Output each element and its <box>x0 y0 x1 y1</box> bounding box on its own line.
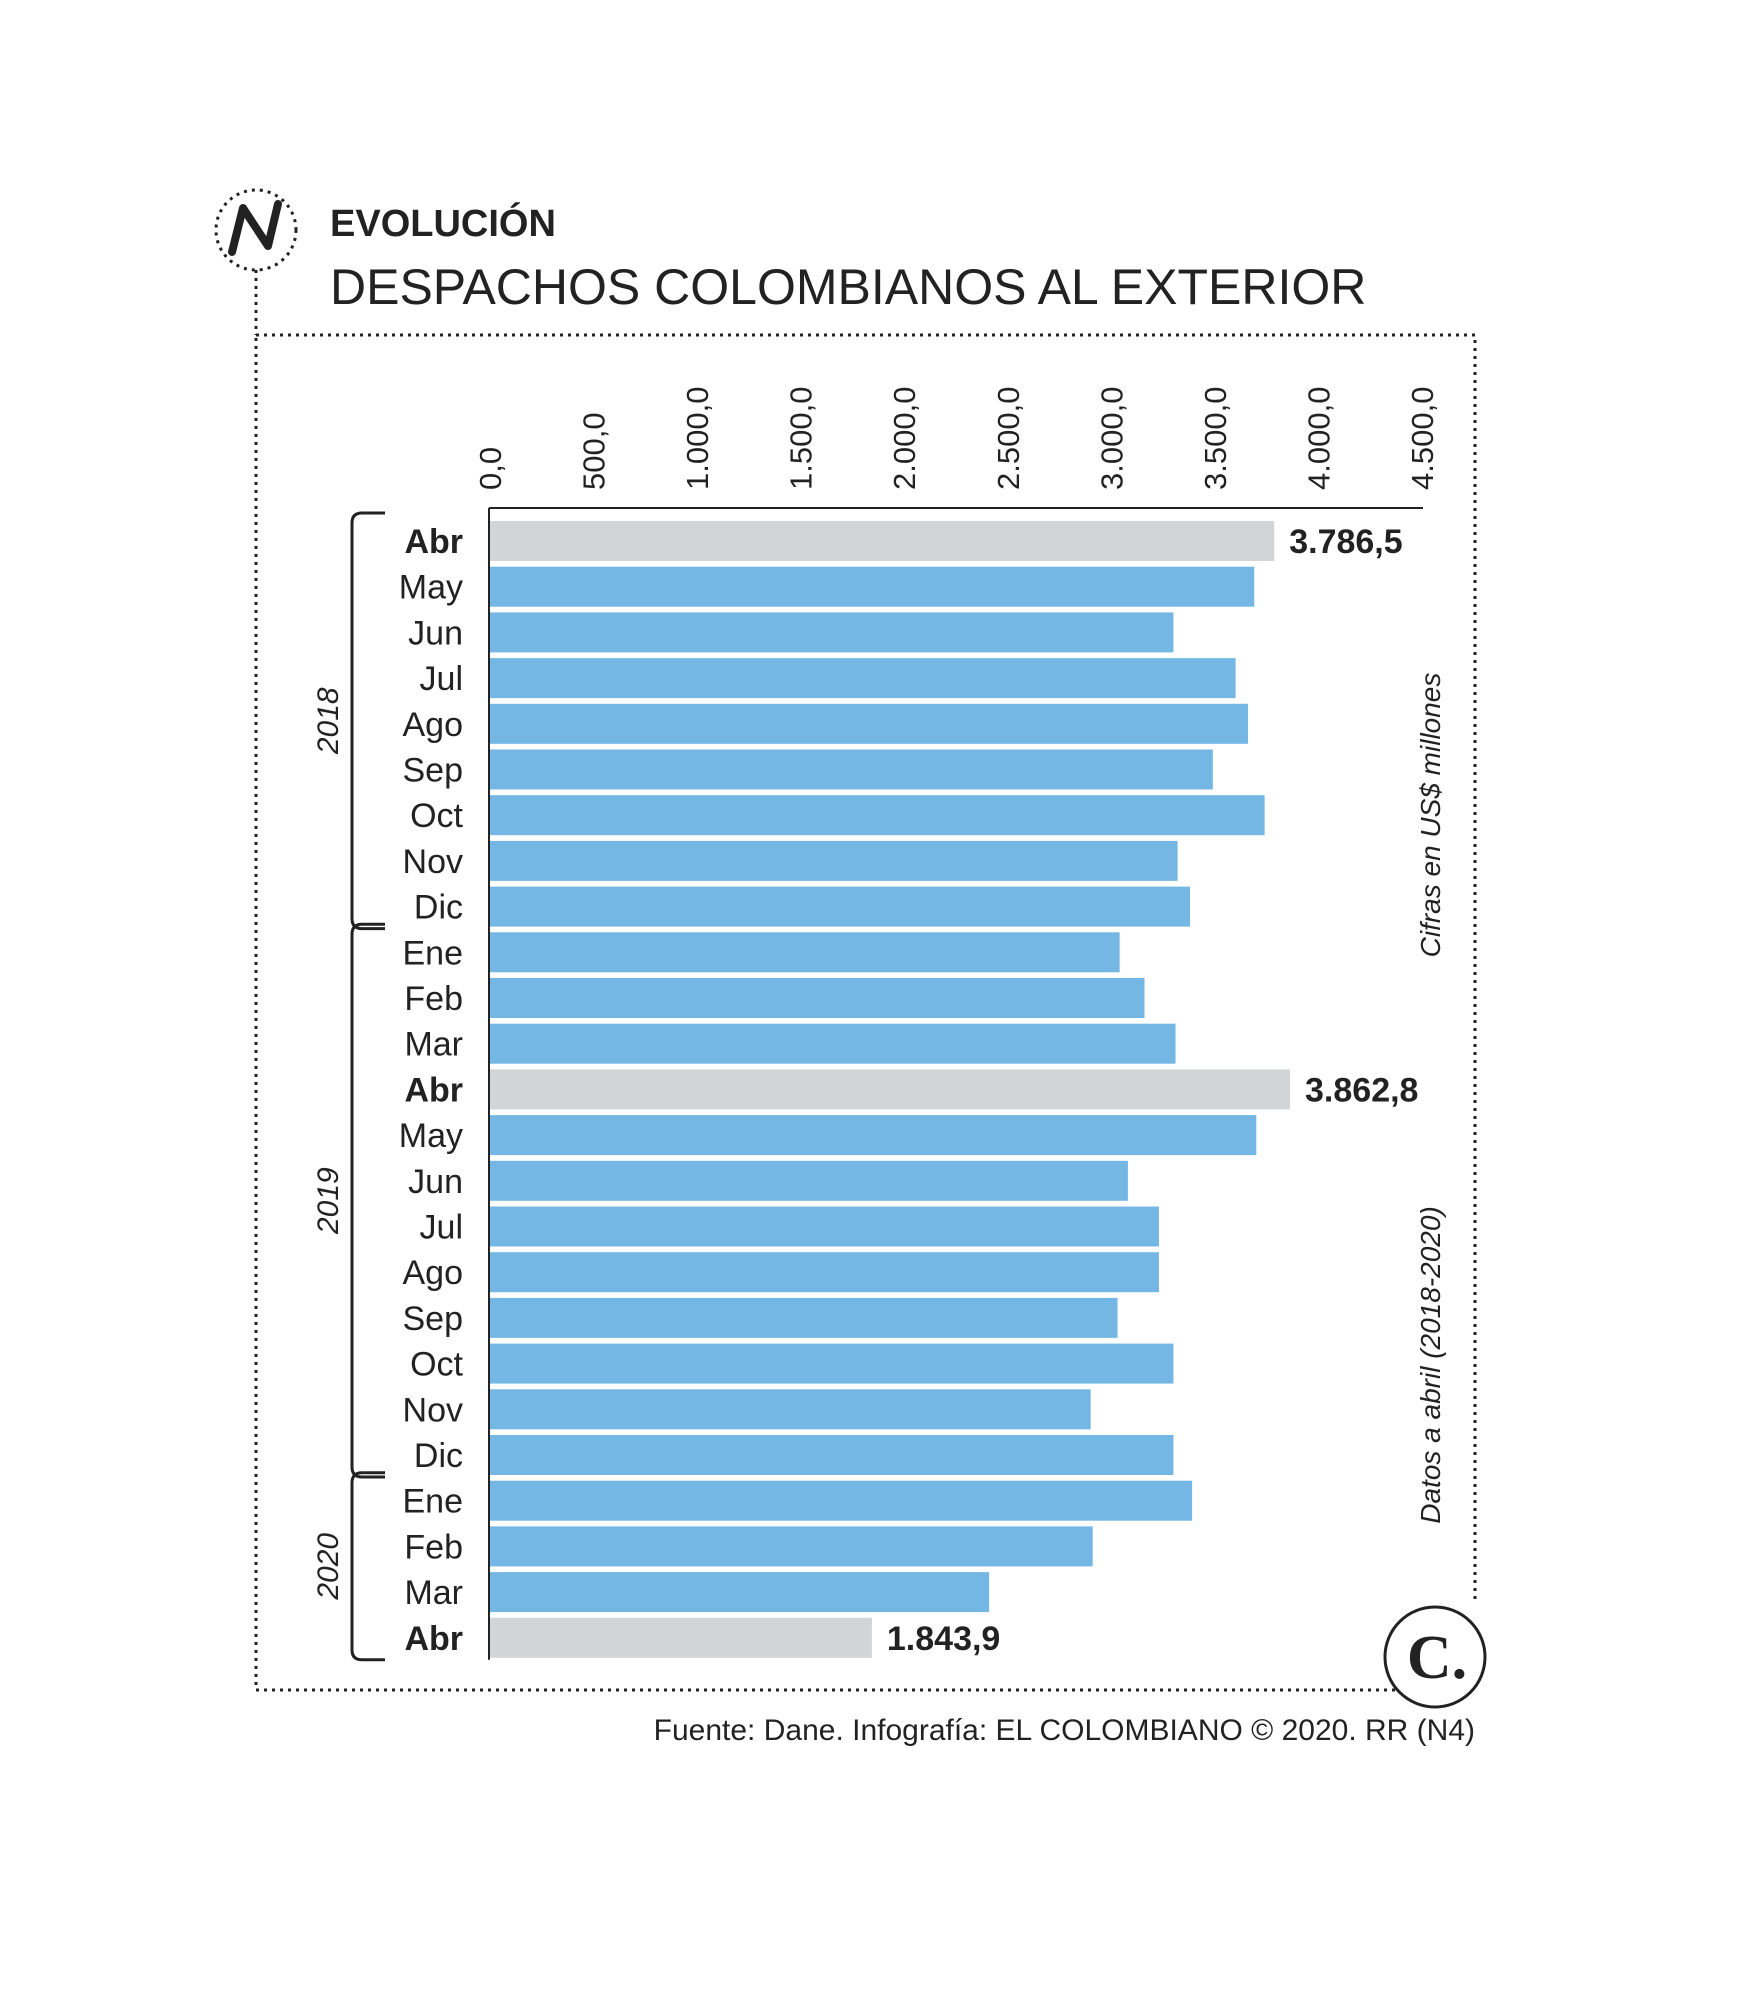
coverage-note: Datos a abril (2018-2020) <box>1415 1206 1446 1524</box>
category-label: Ago <box>403 706 464 744</box>
category-label: Feb <box>404 980 463 1018</box>
page-title: DESPACHOS COLOMBIANOS AL EXTERIOR <box>330 259 1366 315</box>
bar <box>490 1526 1093 1567</box>
x-tick-label: 1.000,0 <box>680 387 715 490</box>
x-tick-label: 2.000,0 <box>887 387 922 490</box>
units-note: Cifras en US$ millones <box>1415 673 1446 958</box>
category-label: Abr <box>404 1620 463 1658</box>
year-label: 2020 <box>312 1533 345 1601</box>
bar <box>490 1435 1174 1475</box>
bar <box>490 795 1265 836</box>
value-label: 3.786,5 <box>1289 523 1402 561</box>
bar-chart: 0,0 500,0 1.000,0 1.500,0 2.000,0 2.500,0 3.00… <box>312 387 1440 1662</box>
category-label: Abr <box>404 1071 463 1109</box>
year-label: 2019 <box>312 1167 345 1235</box>
year-bracket <box>350 922 385 1479</box>
bar <box>490 703 1249 744</box>
category-label: Dic <box>414 1437 463 1475</box>
category-label: May <box>399 569 463 607</box>
x-tick-label: 4.000,0 <box>1301 387 1336 490</box>
category-label: Dic <box>414 889 463 927</box>
bar <box>490 978 1145 1018</box>
category-label: Jun <box>408 1163 463 1201</box>
bar <box>490 1160 1128 1201</box>
category-label: Ene <box>403 1483 464 1521</box>
category-label: Oct <box>410 797 463 835</box>
year-bracket <box>350 511 385 931</box>
el-colombiano-logo-icon: C. <box>1383 1605 1487 1709</box>
bar <box>490 749 1213 790</box>
bar <box>490 932 1120 973</box>
bar <box>490 1252 1159 1293</box>
bar <box>490 1206 1159 1247</box>
bar <box>490 1389 1091 1430</box>
x-tick-label: 500,0 <box>577 412 612 490</box>
category-label: Mar <box>404 1026 463 1064</box>
category-label: Sep <box>403 752 464 790</box>
category-label: Mar <box>404 1574 463 1612</box>
category-label: Ene <box>403 934 464 972</box>
bar-highlight <box>490 1069 1291 1110</box>
bar <box>490 1572 990 1613</box>
year-label: 2018 <box>312 687 345 755</box>
category-label: Ago <box>403 1254 464 1292</box>
category-label: Feb <box>404 1528 463 1566</box>
bar <box>490 1480 1193 1521</box>
bar <box>490 658 1236 699</box>
category-label: Nov <box>403 843 463 881</box>
x-tick-label: 0,0 <box>473 447 508 490</box>
section-label: EVOLUCIÓN <box>330 201 556 245</box>
x-tick-label: 2.500,0 <box>991 387 1026 490</box>
category-label: Sep <box>403 1300 464 1338</box>
category-label: Oct <box>410 1346 463 1384</box>
value-label: 3.862,8 <box>1305 1071 1418 1109</box>
bar <box>490 840 1178 881</box>
bar <box>490 1343 1174 1384</box>
bar <box>490 1023 1176 1064</box>
bar <box>490 1115 1257 1156</box>
source-credit: Fuente: Dane. Infografía: EL COLOMBIANO … <box>654 1714 1475 1747</box>
bar-highlight <box>490 1617 872 1658</box>
category-label: May <box>399 1117 463 1155</box>
category-label: Jun <box>408 614 463 652</box>
year-bracket <box>350 1471 385 1662</box>
x-tick-label: 3.000,0 <box>1094 387 1129 490</box>
bar-highlight <box>490 521 1275 561</box>
bar <box>490 1297 1118 1338</box>
bar <box>490 886 1191 927</box>
x-tick-label: 1.500,0 <box>784 387 819 490</box>
bar <box>490 566 1255 607</box>
svg-text:C.: C. <box>1407 1624 1467 1692</box>
x-tick-label: 4.500,0 <box>1405 387 1440 490</box>
category-label: Jul <box>420 660 463 698</box>
category-label: Nov <box>403 1391 463 1429</box>
category-label: Jul <box>420 1209 463 1247</box>
category-label: Abr <box>404 523 463 561</box>
value-label: 1.843,9 <box>887 1620 1000 1658</box>
n-logo-icon <box>214 188 298 272</box>
bar <box>490 612 1174 653</box>
x-tick-label: 3.500,0 <box>1198 387 1233 490</box>
dotted-frame <box>254 333 1477 1692</box>
